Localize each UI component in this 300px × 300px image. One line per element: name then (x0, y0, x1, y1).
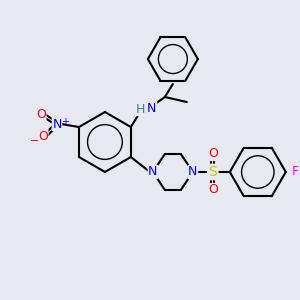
Text: N: N (147, 101, 157, 115)
Text: −: − (30, 136, 40, 146)
Text: N: N (52, 118, 62, 130)
Text: H: H (136, 103, 145, 116)
Text: N: N (188, 166, 197, 178)
Text: +: + (61, 117, 69, 127)
Text: O: O (38, 130, 48, 142)
Text: O: O (208, 148, 218, 160)
Text: O: O (208, 184, 218, 196)
Text: S: S (208, 165, 217, 179)
Text: N: N (148, 166, 158, 178)
Text: O: O (36, 107, 46, 121)
Text: F: F (292, 166, 299, 178)
